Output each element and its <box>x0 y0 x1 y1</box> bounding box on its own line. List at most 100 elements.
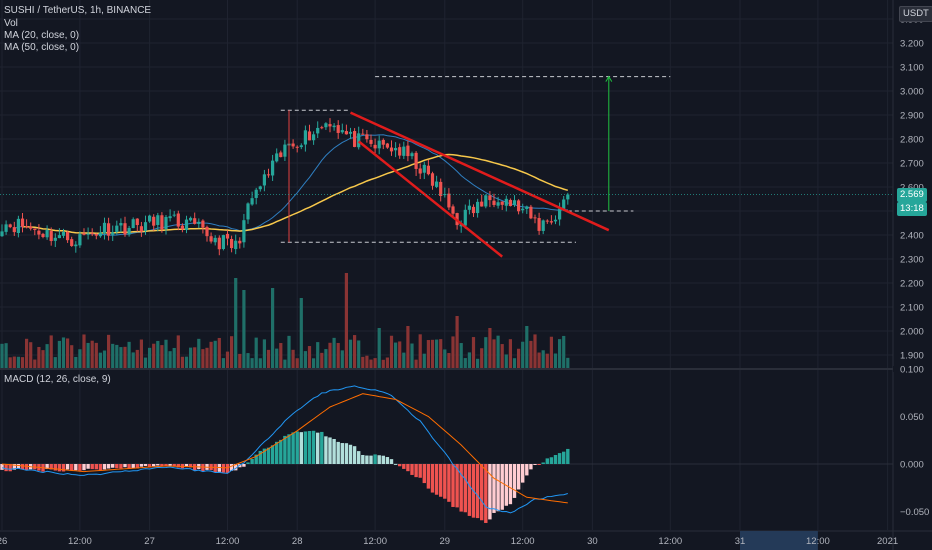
volume-bar <box>394 342 398 368</box>
volume-bar <box>312 358 316 368</box>
volume-bar <box>545 353 549 368</box>
macd-histogram-bar <box>393 463 398 465</box>
candle-body <box>266 174 271 176</box>
macd-histogram-bar <box>70 464 74 471</box>
volume-bar <box>86 342 90 368</box>
candle-body <box>324 123 328 128</box>
volume-bar <box>459 343 463 368</box>
candle-body <box>94 233 98 236</box>
volume-bar <box>66 338 70 368</box>
macd-histogram-bar <box>311 430 316 464</box>
candle-body <box>545 220 549 222</box>
candle-body <box>312 134 316 141</box>
candle-body <box>529 206 533 219</box>
candle-body <box>37 230 41 235</box>
price-tick-label: 3.100 <box>900 63 924 74</box>
candle-body <box>504 198 508 206</box>
macd-histogram-bar <box>508 464 513 505</box>
macd-histogram-bar <box>352 446 357 464</box>
macd-histogram-bar <box>246 462 250 464</box>
macd-histogram-bar <box>164 464 168 467</box>
volume-bar <box>389 335 394 368</box>
macd-histogram-bar <box>303 431 308 464</box>
macd-histogram-bar <box>381 455 385 464</box>
legend-ma50[interactable]: MA (50, close, 0) <box>4 42 80 53</box>
volume-bar <box>365 355 369 368</box>
volume-bar <box>529 340 533 368</box>
candle-body <box>25 226 29 228</box>
macd-histogram-bar <box>4 464 8 472</box>
price-tick-label: 2.700 <box>900 159 924 170</box>
macd-histogram-bar <box>566 448 570 464</box>
volume-bar <box>119 347 123 368</box>
candle-body <box>74 244 78 247</box>
volume-bar <box>70 345 74 368</box>
volume-bar <box>320 352 324 368</box>
macd-histogram-bar <box>455 464 459 508</box>
volume-bar <box>361 356 365 368</box>
volume-bar <box>20 357 25 368</box>
legend-macd[interactable]: MACD (12, 26, close, 9) <box>4 374 111 385</box>
candle-body <box>156 215 160 225</box>
volume-bar <box>537 352 541 368</box>
candle-body <box>340 130 344 133</box>
volume-bar <box>279 343 283 368</box>
legend-volume[interactable]: Vol <box>4 18 18 29</box>
candle-body <box>295 146 299 148</box>
volume-bar <box>303 351 307 368</box>
candle-body <box>422 164 426 173</box>
volume-bar <box>451 336 455 368</box>
volume-bar <box>455 316 459 368</box>
candle-body <box>279 152 283 158</box>
volume-bar <box>504 354 508 368</box>
time-tick-label: 27 <box>144 536 155 547</box>
volume-bar <box>422 353 426 368</box>
candle-body <box>119 223 123 226</box>
macd-histogram-bar <box>434 464 439 495</box>
legend-ma20[interactable]: MA (20, close, 0) <box>4 30 80 41</box>
time-tick-label: 2021 <box>877 536 898 547</box>
volume-bar <box>131 352 135 368</box>
macd-histogram-bar <box>78 464 82 471</box>
volume-bar <box>148 347 152 368</box>
macd-histogram-bar <box>86 464 90 469</box>
volume-bar <box>558 339 562 368</box>
candle-body <box>148 215 152 222</box>
macd-histogram-bar <box>389 459 394 464</box>
volume-bar <box>324 349 328 368</box>
volume-bar <box>127 341 131 368</box>
macd-histogram-bar <box>488 464 492 520</box>
drawings <box>0 75 893 258</box>
candle-body <box>492 200 496 205</box>
volume-bar <box>111 343 115 368</box>
volume-bar <box>139 339 143 368</box>
volume-bar <box>357 340 361 368</box>
macd-histogram-bar <box>283 435 287 464</box>
volume-bar <box>447 353 451 368</box>
macd-histogram-bar <box>135 464 139 469</box>
candle-body <box>262 174 266 186</box>
macd-histogram-bar <box>266 447 271 464</box>
candle-body <box>328 124 332 127</box>
macd-histogram-bar <box>229 464 234 471</box>
candle-body <box>33 228 37 230</box>
volume-bar <box>94 342 98 368</box>
candle-body <box>549 221 553 223</box>
macd-histogram-bar <box>74 464 78 471</box>
macd-histogram-bar <box>316 432 320 464</box>
currency-label[interactable]: USDT <box>899 6 932 22</box>
volume-bar <box>398 341 402 368</box>
macd-line <box>1 385 568 514</box>
candle-body <box>152 216 156 226</box>
volume-bar <box>254 337 258 368</box>
legend-symbol[interactable]: SUSHI / TetherUS, 1h, BINANCE <box>4 5 152 16</box>
candle-body <box>49 230 53 242</box>
candle-body <box>238 240 242 244</box>
macd-histogram-bar <box>184 464 189 468</box>
volume-bar <box>402 352 406 368</box>
candle-body <box>242 220 246 243</box>
macd-histogram-bar <box>537 464 541 465</box>
candle-body <box>414 152 418 169</box>
volume-bar <box>332 337 336 368</box>
